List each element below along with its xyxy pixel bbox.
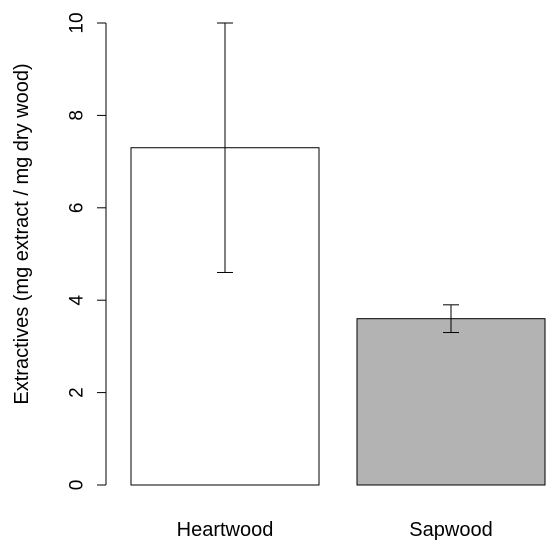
y-tick-label: 8 [67, 110, 88, 121]
y-tick-label: 2 [67, 387, 88, 398]
x-category-label: Heartwood [177, 519, 274, 541]
y-tick-label: 4 [67, 294, 88, 305]
y-axis-label: Extractives (mg extract / mg dry wood) [11, 63, 33, 404]
y-tick-label: 10 [67, 12, 88, 33]
bars-group [130, 147, 546, 486]
bar-sapwood [356, 318, 546, 486]
y-tick-label: 6 [67, 203, 88, 214]
error-bars-group [217, 22, 459, 334]
x-axis-labels: Heartwood Sapwood [177, 519, 493, 541]
y-axis: 0 2 4 6 8 10 [67, 12, 107, 491]
x-category-label: Sapwood [409, 519, 492, 541]
y-tick-label: 0 [67, 480, 88, 491]
